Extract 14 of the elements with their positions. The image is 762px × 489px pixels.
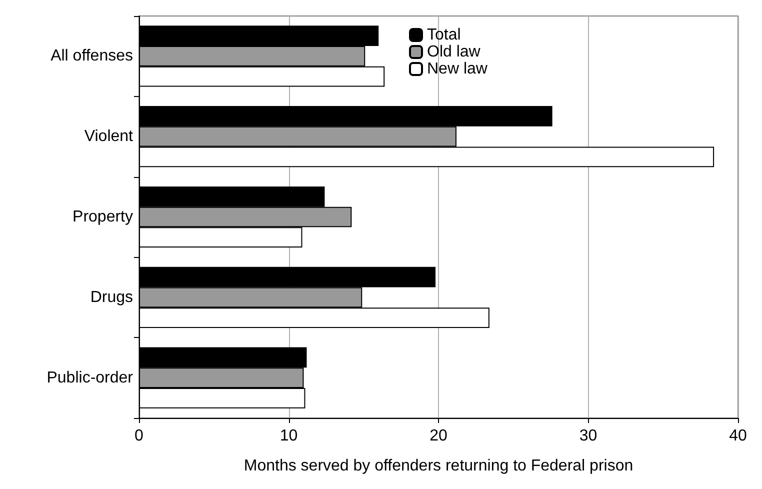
y-tick-label: Property <box>72 208 133 226</box>
x-tick-label: 10 <box>280 428 298 444</box>
x-tick-label: 40 <box>729 428 747 444</box>
x-tick-label: 0 <box>134 428 144 444</box>
legend-label: New law <box>427 60 488 78</box>
y-tick-label: Public-order <box>46 369 134 386</box>
x-tick-label: 20 <box>430 428 448 444</box>
y-tick-label: Drugs <box>90 288 133 306</box>
x-tick-label: 30 <box>579 428 598 444</box>
y-tick-label: Violent <box>84 128 134 146</box>
legend-label: Old law <box>427 44 481 60</box>
y-tick-label: All offenses <box>50 48 133 65</box>
legend-label: Total <box>427 26 461 44</box>
x-axis-title: Months served by offenders returning to Federal prison <box>244 458 634 474</box>
